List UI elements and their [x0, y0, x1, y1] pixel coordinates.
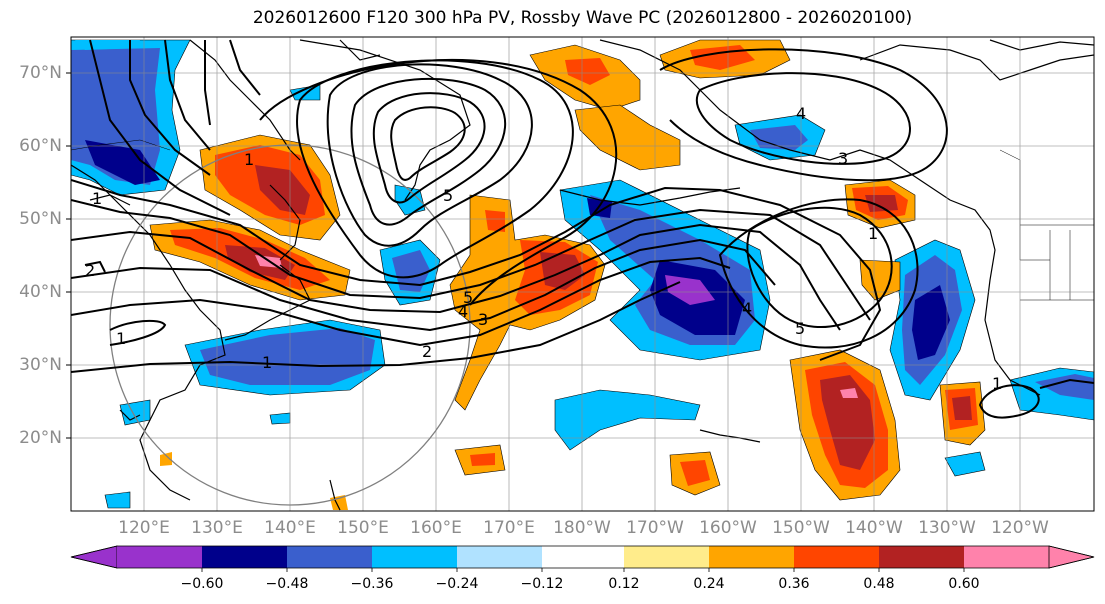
lon-label: 140°W	[845, 518, 903, 538]
colorbar-extend-left	[70, 545, 118, 569]
lon-label: 160°E	[410, 518, 462, 538]
colorbar-tick-label: 0.24	[693, 576, 725, 592]
lon-label: 170°W	[626, 518, 684, 538]
colorbar-tick-label: −0.36	[350, 576, 394, 592]
contour-label: 1	[992, 374, 1002, 393]
colorbar-bin	[202, 546, 287, 568]
contour-label: 2	[422, 342, 432, 361]
colorbar-extend-right	[1048, 545, 1095, 569]
contour-label: 4	[458, 302, 468, 321]
lat-label: 50°N	[19, 209, 62, 229]
contour-label: 5	[463, 288, 473, 307]
contour-label: 4	[742, 299, 752, 318]
colorbar-tick-label: 0.60	[948, 576, 980, 592]
colorbar-bin	[624, 546, 709, 568]
colorbar-bin	[287, 546, 372, 568]
contour-label: 1	[868, 224, 878, 243]
contour-label: 4	[796, 104, 806, 123]
colorbar-bin	[117, 546, 202, 568]
lat-label: 60°N	[19, 136, 62, 156]
axis-ticks	[66, 72, 71, 439]
colorbar-bin	[879, 546, 964, 568]
colorbar-bin	[372, 546, 457, 568]
lon-label: 120°E	[118, 518, 170, 538]
range-ring	[109, 144, 471, 506]
lon-label: 170°E	[483, 518, 535, 538]
colorbar-bin	[709, 546, 794, 568]
colorbar	[70, 545, 1095, 572]
map-title: 2026012600 F120 300 hPa PV, Rossby Wave …	[252, 8, 913, 28]
lon-label: 150°W	[772, 518, 830, 538]
colorbar-tick-label: 0.36	[778, 576, 810, 592]
contour-label: 1	[92, 189, 102, 208]
colorbar-tick-label: −0.12	[520, 576, 564, 592]
lat-label: 70°N	[19, 63, 62, 83]
colorbar-bin	[542, 546, 624, 568]
lon-label: 130°W	[918, 518, 976, 538]
contour-label: 1	[244, 150, 254, 169]
lon-label: 140°E	[264, 518, 316, 538]
contour-label: 3	[838, 149, 848, 168]
contour-label: 1	[116, 329, 126, 348]
contour-label: 2	[85, 261, 95, 280]
contour-labels: 1 1 1 1 1 1 2 2 3 3 4 4 4 5 5 5	[85, 104, 1002, 393]
colorbar-outline	[70, 545, 1095, 569]
colorbar-bin	[964, 546, 1049, 568]
contour-label: 5	[795, 319, 805, 338]
colorbar-tick-label: −0.24	[435, 576, 479, 592]
lon-label: 160°W	[699, 518, 757, 538]
lat-label: 30°N	[19, 355, 62, 375]
colorbar-tick-label: 0.48	[863, 576, 895, 592]
lon-label: 130°E	[191, 518, 243, 538]
pv-contours	[71, 39, 1094, 419]
lat-label: 40°N	[19, 282, 62, 302]
contour-label: 5	[443, 186, 453, 205]
colorbar-tick-label: 0.12	[608, 576, 640, 592]
colorbar-tick-label: −0.60	[180, 576, 224, 592]
colorbar-bin	[457, 546, 542, 568]
map-frame	[70, 36, 1095, 512]
lon-label: 120°W	[991, 518, 1049, 538]
contour-label: 3	[478, 310, 488, 329]
colorbar-tick-label: −0.48	[265, 576, 309, 592]
map-panel: 1 1 1 1 1 1 2 2 3 3 4 4 4 5 5 5	[71, 37, 1094, 511]
lat-label: 20°N	[19, 428, 62, 448]
lon-label: 180°W	[553, 518, 611, 538]
contour-label: 1	[262, 353, 272, 372]
lon-label: 150°E	[337, 518, 389, 538]
colorbar-bin	[794, 546, 879, 568]
